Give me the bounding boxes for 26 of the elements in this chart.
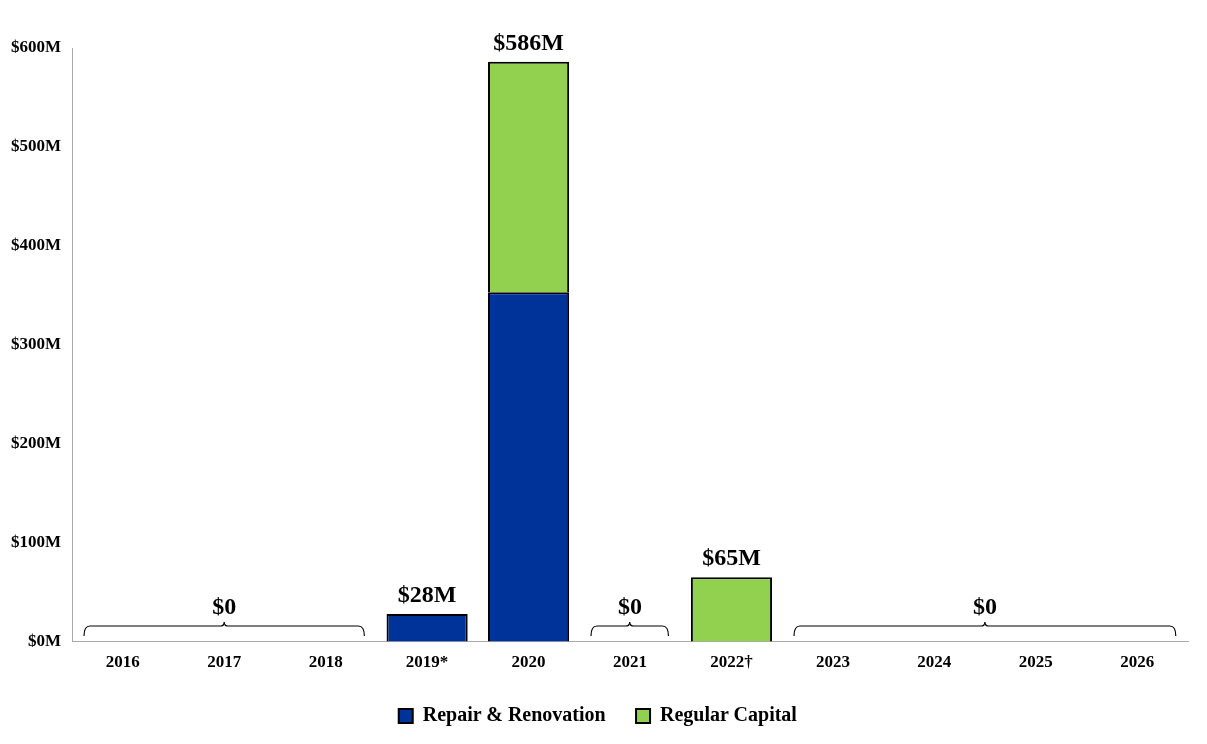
y-tick-label: $200M	[11, 433, 62, 453]
x-tick-label: 2025	[1018, 652, 1053, 672]
x-tick-label: 2018	[308, 652, 343, 672]
y-tick-label: $600M	[11, 37, 62, 57]
annotation: $0	[212, 592, 237, 619]
total-label: $586M	[493, 29, 564, 56]
total-label: $65M	[702, 544, 761, 571]
annotation: $0	[618, 592, 643, 619]
x-tick-label: 2020	[511, 652, 546, 672]
annotation: $0	[973, 592, 998, 619]
y-tick-label: $400M	[11, 235, 62, 255]
y-tick-label: $100M	[11, 532, 62, 552]
x-tick-label: 2024	[917, 652, 952, 672]
x-tick-label: 2023	[815, 652, 850, 672]
y-tick-label: $0M	[28, 630, 62, 650]
total-label: $28M	[397, 581, 457, 608]
legend-label: Repair & Renovation	[422, 703, 606, 727]
x-tick-label: 2022†	[710, 652, 754, 672]
x-tick-label: 2017	[207, 652, 242, 672]
x-tick-label: 2021	[613, 652, 648, 672]
y-tick-label: $500M	[11, 136, 62, 156]
x-tick-label: 2019*	[405, 652, 449, 672]
legend-label: Regular Capital	[660, 703, 798, 727]
x-tick-label: 2026	[1120, 652, 1155, 672]
y-tick-label: $300M	[11, 334, 62, 354]
x-tick-label: 2016	[105, 652, 140, 672]
